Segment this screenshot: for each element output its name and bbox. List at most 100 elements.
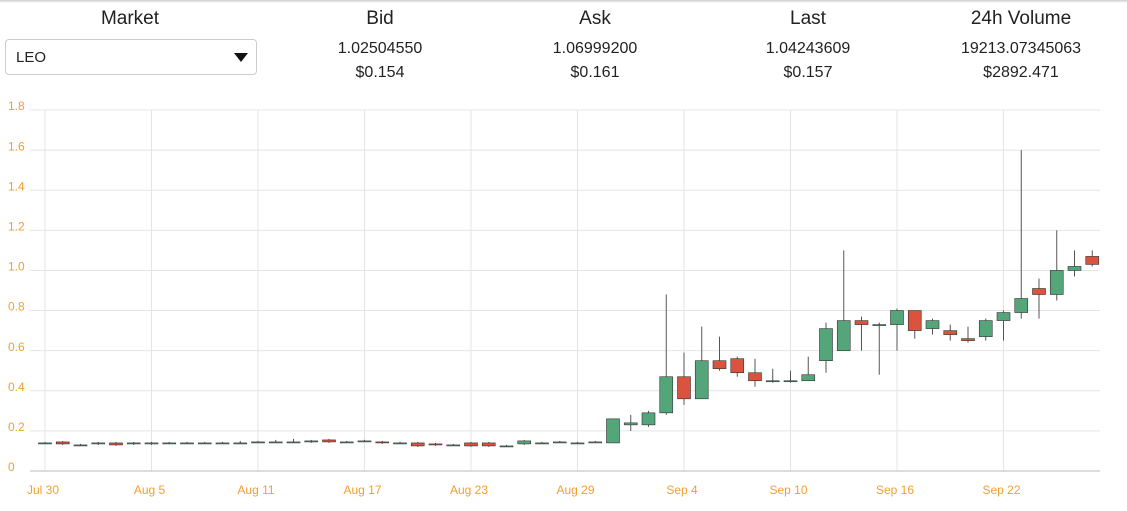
- candle-body: [659, 376, 674, 414]
- candle-body: [446, 444, 461, 447]
- candle-body: [783, 380, 798, 383]
- column-label: Ask: [579, 8, 611, 29]
- candle-body: [606, 418, 620, 444]
- candle-body: [375, 441, 390, 444]
- market-select[interactable]: LEO: [5, 39, 257, 75]
- column-value: 1.06999200: [552, 40, 638, 57]
- candle-body: [1049, 270, 1064, 295]
- candle-body: [38, 442, 52, 445]
- candle-body: [801, 374, 816, 382]
- candle-body: [481, 442, 496, 447]
- candle-body: [588, 441, 603, 444]
- candle-body: [1085, 256, 1100, 265]
- y-tick-label: 0.6: [8, 340, 25, 354]
- x-tick-label: Aug 29: [556, 483, 594, 497]
- candle-body: [570, 442, 585, 445]
- y-tick-label: 1.2: [8, 220, 25, 234]
- candle-body: [872, 324, 887, 326]
- candle-body: [978, 320, 993, 337]
- candle-body: [162, 442, 177, 445]
- x-tick-label: Aug 5: [134, 483, 166, 497]
- candle-body: [126, 442, 141, 445]
- column-usd: $0.154: [355, 64, 405, 81]
- candle-body: [1067, 266, 1082, 271]
- column-label: 24h Volume: [970, 8, 1072, 29]
- candle-body: [339, 441, 354, 444]
- y-tick-label: 0: [8, 460, 15, 474]
- x-tick-label: Aug 11: [237, 483, 274, 497]
- candle-body: [890, 310, 904, 325]
- column-label: Last: [790, 8, 826, 29]
- x-tick-label: Sep 10: [769, 483, 807, 497]
- candle-body: [1032, 288, 1046, 295]
- candle-body: [996, 312, 1011, 321]
- market-column: Market: [20, 8, 240, 32]
- x-tick-label: Aug 23: [450, 483, 488, 497]
- x-tick-label: Sep 4: [666, 483, 698, 497]
- candle-body: [730, 358, 745, 374]
- column-usd: $0.161: [570, 64, 620, 81]
- candle-body: [322, 439, 336, 443]
- candle-body: [233, 442, 248, 445]
- price-column: 24h Volume 19213.07345063 $2892.471: [911, 8, 1127, 82]
- candle-body: [464, 442, 478, 447]
- x-tick-label: Aug 17: [343, 483, 381, 497]
- candle-body: [499, 445, 514, 448]
- candle-body: [286, 441, 301, 444]
- candle-body: [304, 440, 319, 443]
- candle-body: [552, 441, 567, 444]
- candle-body: [677, 376, 691, 400]
- column-value: 1.04243609: [765, 40, 851, 57]
- candle-body: [748, 372, 762, 382]
- y-tick-label: 1.6: [8, 139, 25, 153]
- y-tick-label: 1.4: [8, 179, 25, 193]
- x-tick-label: Jul 30: [27, 483, 59, 497]
- candle-body: [907, 310, 922, 331]
- candle-body: [765, 380, 780, 383]
- x-tick-label: Sep 22: [982, 483, 1020, 497]
- candle-body: [180, 442, 194, 445]
- candle-body: [91, 442, 106, 445]
- candle-body: [55, 441, 70, 445]
- candle-body: [925, 320, 940, 329]
- candle-body: [623, 422, 638, 426]
- column-value: 1.02504550: [337, 40, 423, 57]
- candle-body: [819, 328, 833, 361]
- price-column: Last 1.04243609 $0.157: [698, 8, 918, 82]
- candle-body: [393, 442, 407, 445]
- x-tick-label: Sep 16: [876, 483, 914, 497]
- dropdown-arrow: [234, 53, 248, 62]
- candle-body: [535, 442, 549, 445]
- y-tick-label: 0.2: [8, 420, 25, 434]
- price-column: Ask 1.06999200 $0.161: [485, 8, 705, 82]
- column-usd: $2892.471: [983, 64, 1059, 81]
- candle-body: [428, 443, 443, 446]
- candle-body: [641, 412, 656, 426]
- candle-body: [109, 442, 123, 446]
- candle-body: [268, 441, 283, 444]
- candle-body: [943, 330, 958, 335]
- candle-body: [854, 320, 869, 325]
- column-value: 19213.07345063: [960, 40, 1082, 57]
- candle-body: [73, 444, 88, 447]
- y-tick-label: 1.0: [8, 260, 25, 274]
- candle-body: [961, 338, 975, 341]
- candle-body: [144, 442, 159, 445]
- candle-body: [197, 442, 212, 445]
- candle-body: [410, 442, 425, 447]
- candle-body: [836, 320, 851, 351]
- candle-body: [712, 360, 727, 370]
- y-tick-label: 1.8: [8, 99, 25, 113]
- candle-body: [1014, 298, 1029, 313]
- candle-body: [694, 360, 709, 400]
- column-usd: $0.157: [783, 64, 833, 81]
- y-tick-label: 0.4: [8, 380, 25, 394]
- top-shadow: [0, 0, 1127, 3]
- y-tick-label: 0.8: [8, 300, 25, 314]
- candle-body: [251, 441, 265, 444]
- candle-body: [215, 442, 230, 445]
- candle-body: [357, 440, 372, 443]
- column-label: Market: [100, 8, 160, 29]
